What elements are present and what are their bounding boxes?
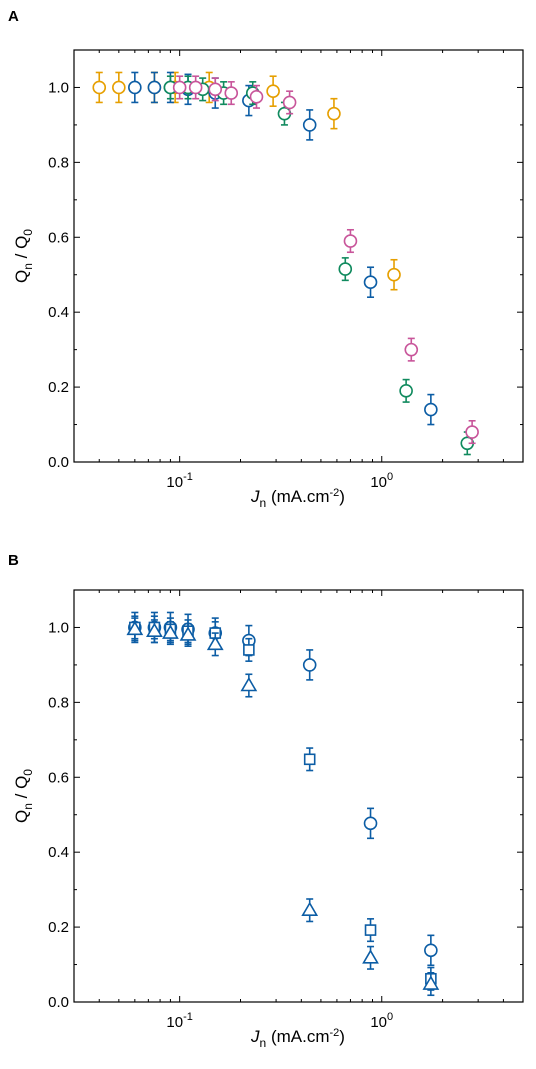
panel-b-series-0 — [128, 611, 438, 967]
panel-b-data-point-triangle — [206, 635, 224, 651]
panel-a-data-point-circle — [399, 384, 413, 398]
panel-b-xtick-label: 100 — [370, 1011, 393, 1031]
panel-a-data-point-circle — [188, 80, 203, 95]
panel-a-data-point-circle — [224, 86, 239, 100]
panel-a-ytick-label: 0.6 — [48, 229, 69, 246]
panel-a-ytick-label: 0.8 — [48, 154, 69, 171]
panel-b-x-axis-label: Jn (mA.cm-2) — [250, 1027, 345, 1050]
panel-b-data-point-circle — [302, 658, 317, 672]
panel-b-data-point-triangle — [240, 676, 258, 692]
panel-b-ylabel-sub2: 0 — [21, 769, 35, 776]
panel-a-data-point-circle — [266, 84, 280, 98]
panel-b-data-point-triangle — [301, 901, 319, 917]
panel-a-ytick-label: 0.4 — [48, 304, 69, 321]
panel-b-data-point-triangle — [126, 620, 144, 636]
panel-b-xlabel-sub: n — [260, 1036, 267, 1050]
panel-b-series-1 — [129, 615, 437, 991]
panel-a-xtick-base: 10 — [166, 474, 183, 491]
panel-b-xlabel-italic: J — [250, 1027, 260, 1046]
panel-a-data-point-circle — [147, 80, 162, 95]
panel-b-xtick-exp: -1 — [183, 1011, 193, 1023]
panel-a-series-2 — [163, 75, 475, 456]
panel-a-ticks: 0.00.20.40.60.81.010-1 100 — [48, 49, 524, 491]
panel-b-data-point-triangle — [146, 622, 163, 638]
panel-a-ytick-label: 1.0 — [48, 79, 69, 96]
panel-a-xtick-exp: 0 — [387, 471, 393, 483]
panel-b-xlabel-rest: (mA.cm — [266, 1027, 329, 1046]
panel-a-data-point-circle — [327, 106, 341, 121]
panel-a-data-point-circle — [465, 425, 479, 439]
panel-a-data-marks — [92, 71, 479, 456]
panel-a-ylabel-q1: Q — [12, 270, 31, 283]
panel-b-data-point-triangle — [179, 626, 197, 641]
panel-a-xlabel-end: ) — [339, 487, 345, 506]
panel-b-data-point-circle — [424, 943, 438, 958]
panel-a-data-point-circle — [338, 262, 353, 276]
panel-a-xlabel-italic: J — [250, 487, 260, 506]
panel-b-data-point-triangle — [422, 975, 440, 990]
panel-a-data-point-circle — [363, 275, 378, 290]
panel-b-xlabel-sup: -2 — [330, 1027, 340, 1039]
panel-a-data-point-circle — [343, 234, 358, 248]
panel-a-xtick-exp: -1 — [183, 471, 193, 483]
panel-a-xlabel-sub: n — [260, 496, 267, 510]
panel-a-data-point-circle — [112, 80, 126, 95]
panel-a: A 0.00.20.40.60.81.010-1 100 Jn (mA.cm-2)… — [8, 8, 524, 510]
panel-a-data-point-circle — [92, 80, 107, 95]
panel-a-ylabel-sub2: 0 — [21, 229, 35, 236]
panel-a-xtick-base: 10 — [370, 474, 387, 491]
panel-a-data-point-circle — [172, 80, 187, 95]
panel-b-ytick-label: 0.2 — [48, 919, 69, 936]
panel-a-xlabel-sup: -2 — [330, 487, 340, 499]
panel-b-xlabel-end: ) — [339, 1027, 345, 1046]
panel-b-ytick-label: 0.6 — [48, 769, 69, 786]
panel-a-xlabel-rest: (mA.cm — [266, 487, 329, 506]
panel-b-xtick-label: 10-1 — [166, 1011, 192, 1031]
panel-b-data-point-triangle — [162, 624, 179, 639]
panel-a-data-point-circle — [282, 95, 297, 110]
panel-b-ylabel-q1: Q — [12, 810, 31, 823]
panel-b-data-point-square — [243, 644, 255, 656]
panel-a-ytick-label: 0.2 — [48, 379, 69, 396]
panel-b-ytick-label: 1.0 — [48, 619, 69, 636]
panel-b-data-point-square — [364, 924, 377, 936]
panel-b-ylabel-sub1: n — [21, 803, 35, 810]
panel-b-series-2 — [126, 617, 440, 997]
panel-b-y-axis-label: Qn / Q0 — [12, 769, 35, 823]
panel-b-label: B — [8, 552, 19, 569]
panel-b-xtick-exp: 0 — [387, 1011, 393, 1023]
panel-b-plot-frame — [73, 589, 524, 1003]
panel-a-ytick-label: 0.0 — [48, 454, 69, 471]
panel-a-label: A — [8, 8, 19, 25]
panel-b-ytick-label: 0.8 — [48, 694, 69, 711]
panel-a-data-point-circle — [302, 118, 317, 132]
panel-b-xtick-base: 10 — [166, 1014, 183, 1031]
panel-b-data-point-square — [303, 753, 316, 766]
panel-a-data-point-circle — [387, 267, 401, 282]
panel-a-ylabel-sub1: n — [21, 263, 35, 270]
panel-a-ylabel-mid: / Q — [12, 236, 31, 263]
panel-b-ticks: 0.00.20.40.60.81.010-1 100 — [48, 589, 524, 1031]
panel-b-data-point-circle — [363, 816, 378, 831]
panel-a-xtick-label: 10-1 — [166, 471, 192, 491]
panel-a-data-point-circle — [249, 90, 264, 104]
panel-a-plot-frame — [73, 49, 524, 463]
panel-b-ytick-label: 0.4 — [48, 844, 69, 861]
panel-a-data-point-circle — [424, 402, 438, 417]
panel-a-x-axis-label: Jn (mA.cm-2) — [250, 487, 345, 510]
panel-a-y-axis-label: Qn / Q0 — [12, 229, 35, 283]
panel-a-xtick-label: 100 — [370, 471, 393, 491]
panel-b-data-marks — [126, 611, 440, 997]
panel-b-xtick-base: 10 — [370, 1014, 387, 1031]
panel-a-series-3 — [172, 75, 479, 445]
panel-b: B 0.00.20.40.60.81.010-1 100 Jn (mA.cm-2)… — [8, 552, 524, 1050]
panel-b-ytick-label: 0.0 — [48, 994, 69, 1011]
panel-a-data-point-circle — [404, 342, 419, 357]
panel-b-ylabel-mid: / Q — [12, 776, 31, 803]
panel-b-data-point-triangle — [362, 949, 379, 964]
panel-a-data-point-circle — [208, 82, 223, 97]
panel-a-data-point-circle — [128, 80, 142, 95]
